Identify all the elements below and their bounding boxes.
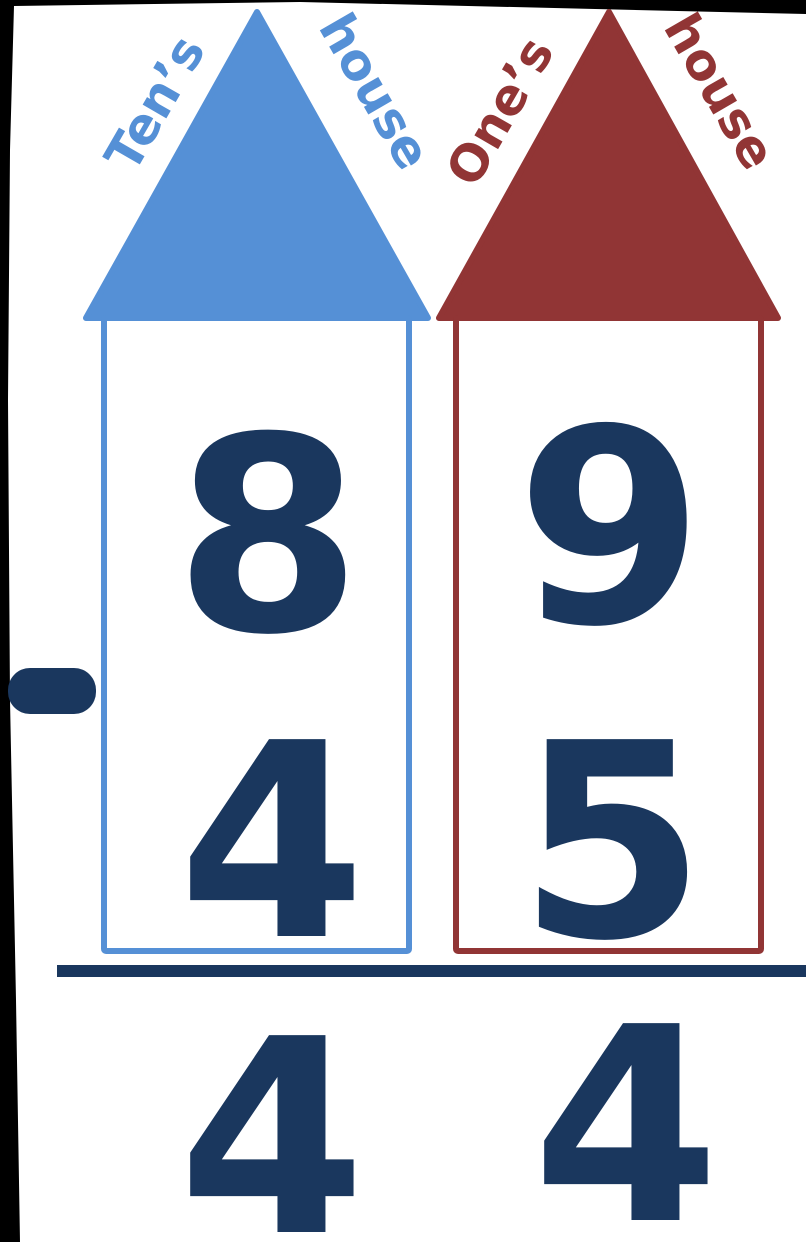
minuend-ones-digit: 9 bbox=[516, 371, 704, 686]
difference-tens-digit: 4 bbox=[178, 981, 366, 1242]
ones-house: One’s house bbox=[435, 4, 787, 954]
minuend-tens-digit: 8 bbox=[174, 379, 362, 694]
ones-column-box bbox=[453, 315, 764, 954]
tens-column-box bbox=[101, 315, 412, 954]
subtrahend-tens-digit: 4 bbox=[178, 685, 366, 1000]
difference-ones-digit: 4 bbox=[532, 969, 720, 1242]
minus-sign bbox=[8, 668, 96, 714]
answer-line bbox=[57, 965, 806, 977]
subtrahend-ones-digit: 5 bbox=[518, 685, 706, 1000]
